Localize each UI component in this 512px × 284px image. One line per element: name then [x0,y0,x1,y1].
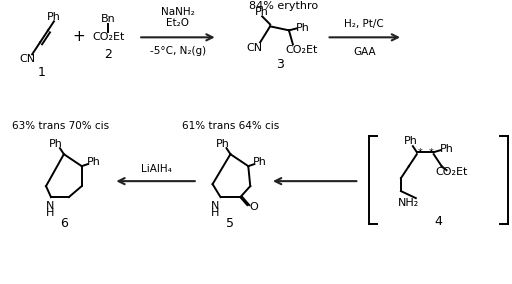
Text: *: * [429,148,433,158]
Text: Ph: Ph [253,157,267,167]
Text: 84% erythro: 84% erythro [249,1,318,11]
Text: Ph: Ph [440,144,454,154]
Text: 6: 6 [60,217,68,229]
Text: H: H [46,208,54,218]
Text: CN: CN [19,54,35,64]
Text: Ph: Ph [404,136,418,146]
Text: NaNH₂: NaNH₂ [161,7,195,17]
Text: 61% trans 64% cis: 61% trans 64% cis [182,121,279,131]
Text: 5: 5 [226,217,234,229]
Text: N: N [46,201,54,211]
Text: N: N [211,201,220,211]
Text: -5°C, N₂(g): -5°C, N₂(g) [150,46,206,56]
Text: NH₂: NH₂ [398,198,419,208]
Text: Ph: Ph [296,23,310,33]
Text: Ph: Ph [87,157,100,167]
Text: *: * [417,148,422,158]
Text: H: H [211,208,220,218]
Text: Ph: Ph [47,12,61,22]
Text: 4: 4 [435,215,442,227]
Text: 1: 1 [38,66,46,79]
Text: CO₂Et: CO₂Et [435,167,467,177]
Text: Et₂O: Et₂O [166,18,189,28]
Text: +: + [72,29,85,44]
Text: CN: CN [246,43,262,53]
Text: Ph: Ph [216,139,229,149]
Text: 63% trans 70% cis: 63% trans 70% cis [12,121,110,131]
Text: LiAlH₄: LiAlH₄ [141,164,172,174]
Text: H₂, Pt/C: H₂, Pt/C [345,19,384,29]
Text: GAA: GAA [353,47,376,57]
Text: O: O [250,202,259,212]
Text: CO₂Et: CO₂Et [92,32,125,42]
Text: Ph: Ph [49,139,63,149]
Text: Bn: Bn [101,14,116,24]
Text: CO₂Et: CO₂Et [286,45,318,55]
Text: 2: 2 [104,48,113,61]
Text: Ph: Ph [255,7,269,17]
Text: 3: 3 [276,58,284,71]
